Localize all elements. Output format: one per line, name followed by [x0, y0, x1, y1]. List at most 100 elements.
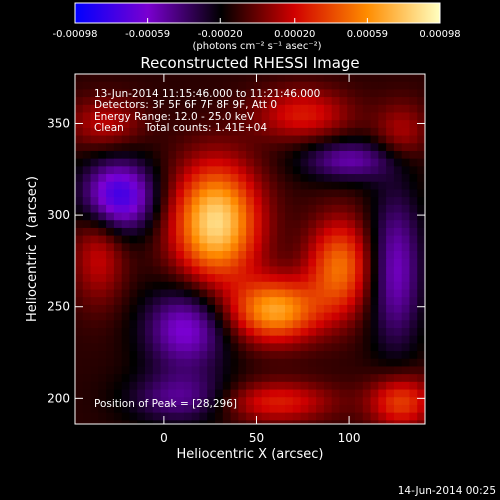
heatmap-cell [222, 343, 232, 352]
heatmap-cell [90, 150, 99, 160]
heatmap-cell [339, 235, 348, 244]
heatmap-cell [191, 74, 201, 83]
x-tick-label: 0 [160, 431, 168, 445]
heatmap-cell [215, 150, 224, 160]
heatmap-cell [222, 289, 232, 298]
heatmap-cell [316, 166, 325, 175]
heatmap-cell [90, 112, 99, 121]
heatmap-cell [145, 127, 154, 137]
heatmap-cell [106, 251, 115, 260]
heatmap-cell [292, 366, 302, 375]
heatmap-cell [222, 389, 232, 398]
heatmap-cell [277, 266, 286, 275]
heatmap-cell [215, 304, 224, 314]
heatmap-cell [331, 212, 341, 221]
heatmap-cell [277, 281, 286, 291]
heatmap-cell [308, 358, 317, 368]
heatmap-cell [215, 404, 224, 414]
heatmap-cell [75, 158, 84, 167]
heatmap-cell [378, 412, 387, 421]
heatmap-cell [168, 366, 177, 375]
heatmap-cell [308, 189, 317, 198]
heatmap-cell [129, 227, 138, 237]
heatmap-cell [355, 327, 364, 337]
heatmap-cell [300, 212, 309, 221]
heatmap-cell [339, 243, 348, 252]
heatmap-cell [215, 327, 224, 337]
heatmap-cell [113, 227, 123, 237]
heatmap-cell [222, 412, 232, 421]
heatmap-cell [230, 189, 239, 198]
heatmap-cell [98, 258, 107, 268]
heatmap-cell [176, 127, 185, 137]
heatmap-cell [409, 220, 418, 229]
heatmap-cell [285, 389, 294, 398]
heatmap-cell [137, 143, 146, 152]
heatmap-cell [417, 412, 425, 421]
heatmap-cell [362, 397, 372, 406]
heatmap-cell [246, 104, 255, 114]
heatmap-cell [331, 327, 341, 337]
heatmap-cell [90, 320, 99, 329]
heatmap-cell [82, 120, 92, 129]
heatmap-cell [168, 412, 177, 421]
heatmap-cell [82, 258, 92, 268]
heatmap-cell [160, 320, 169, 329]
heatmap-cell [152, 397, 162, 406]
heatmap-cell [145, 243, 154, 252]
heatmap-cell [113, 366, 123, 375]
heatmap-cell [176, 220, 185, 229]
heatmap-cell [339, 174, 348, 183]
heatmap-cell [113, 120, 123, 129]
heatmap-cell [145, 428, 153, 436]
heatmap-cell [370, 127, 379, 137]
heatmap-cell [152, 174, 162, 183]
heatmap-cell [386, 404, 395, 414]
heatmap-cell [331, 81, 341, 90]
heatmap-cell [152, 212, 162, 221]
heatmap-cell [207, 343, 216, 352]
heatmap-cell [129, 274, 138, 283]
heatmap-cell [347, 120, 356, 129]
heatmap-cell [129, 266, 138, 275]
heatmap-cell [253, 97, 263, 106]
heatmap-cell [277, 112, 286, 121]
heatmap-cell [409, 266, 418, 275]
heatmap-cell [230, 166, 239, 175]
heatmap-cell [199, 289, 208, 298]
heatmap-cell [401, 227, 411, 237]
heatmap-cell [316, 220, 325, 229]
heatmap-cell [90, 343, 99, 352]
heatmap-cell [386, 289, 395, 298]
heatmap-cell [222, 358, 232, 368]
heatmap-cell [106, 120, 115, 129]
heatmap-cell [230, 351, 239, 360]
heatmap-cell [316, 327, 325, 337]
heatmap-cell [269, 304, 278, 314]
heatmap-cell [113, 266, 123, 275]
heatmap-cell [168, 97, 177, 106]
heatmap-cell [121, 397, 131, 406]
heatmap-cell [82, 366, 92, 375]
heatmap-cell [355, 281, 364, 291]
heatmap-cell [370, 243, 379, 252]
heatmap-cell [370, 197, 379, 206]
heatmap-cell [316, 397, 325, 406]
heatmap-cell [253, 235, 263, 244]
heatmap-cell [362, 81, 372, 90]
heatmap-cell [75, 297, 84, 306]
heatmap-cell [82, 97, 92, 106]
heatmap-cell [285, 74, 294, 83]
heatmap-cell [207, 81, 216, 90]
heatmap-cell [331, 358, 341, 368]
heatmap-cell [230, 97, 239, 106]
heatmap-cell [207, 289, 216, 298]
heatmap-cell [199, 204, 208, 214]
heatmap-cell [121, 189, 131, 198]
heatmap-cell [386, 150, 395, 160]
heatmap-cell [386, 112, 395, 121]
heatmap-cell [222, 220, 232, 229]
heatmap-cell [121, 351, 131, 360]
heatmap-cell [230, 289, 239, 298]
heatmap-cell [191, 366, 201, 375]
